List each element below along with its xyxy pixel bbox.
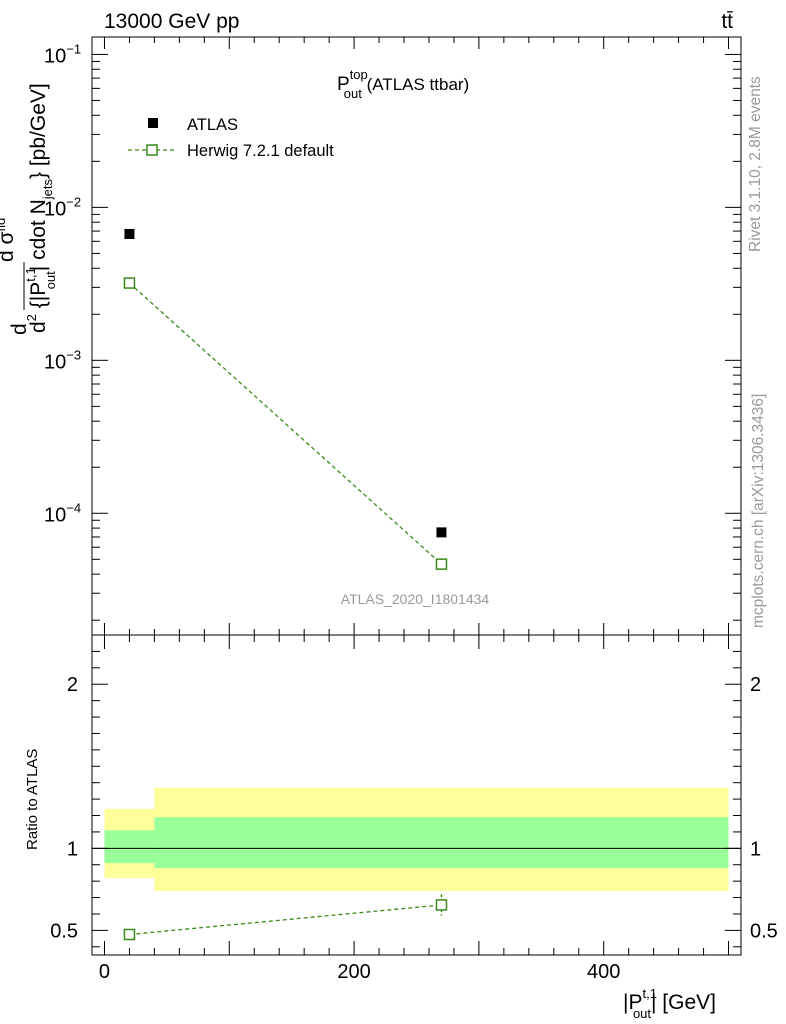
atlas-data-point [124,228,135,239]
xtick-label: 200 [337,961,370,983]
xtick-label: 0 [99,961,110,983]
main-panel: 10−1 10−2 10−3 10−4 Ptop out (ATLAS ttbar) A… [0,36,742,636]
x-axis-label: |Pt,1 out| [GeV] [623,986,716,1021]
ratio-y-axis-label: Ratio to ATLAS [24,749,41,850]
legend: ATLAS Herwig 7.2.1 default [128,116,334,160]
ratio-panel: 0.5 0.5 1 1 2 2 0 200 400 Ratio to ATLAS |Pt,1 ou… [24,634,778,1021]
ylabel-numerator: d σfid [0,218,18,262]
mcplots-label: mcplots.cern.ch [arXiv:1306.3436] [750,394,767,628]
main-ytick-label: 10−2 [44,194,81,220]
xtick-label: 400 [587,961,620,983]
atlas-data-point [436,527,447,538]
legend-atlas-marker [148,118,158,128]
ratio-ytick-label-right: 1 [750,838,761,860]
ratio-herwig-point [123,928,136,941]
ratio-band-green [154,817,729,869]
ratio-herwig-point [435,899,448,911]
ratio-band-green [104,830,155,864]
herwig-data-point [123,277,136,289]
ratio-plot-frame [91,634,742,956]
analysis-id-label: ATLAS_2020_I1801434 [341,591,490,607]
ratio-ytick-label-right: 0.5 [750,920,778,942]
main-ytick-label: 10−3 [44,347,81,373]
energy-label: 13000 GeV pp [104,10,239,33]
legend-herwig-marker [146,144,158,156]
ratio-herwig-line [129,904,442,936]
process-label: tt̄ [721,10,733,33]
main-ytick-label: 10−4 [44,500,81,526]
ratio-ytick-label-left: 1 [67,838,78,860]
ylabel-d: d [8,323,31,335]
rivet-version-label: Rivet 3.1.10, 2.8M events [747,76,764,252]
legend-atlas-label: ATLAS [187,116,238,134]
ratio-ytick-label-right: 2 [750,674,761,696]
main-ytick-label: 10−1 [44,41,81,67]
ylabel-denominator: d2 {|Pt,1 out| cdot Njets} [pb/GeV] [23,83,58,333]
ratio-ytick-label-left: 0.5 [50,920,78,942]
herwig-line [129,282,442,565]
plot-title: Ptop out (ATLAS ttbar) [337,67,469,101]
ratio-ytick-label-left: 2 [67,674,78,696]
herwig-data-point [435,558,448,570]
legend-herwig-label: Herwig 7.2.1 default [187,142,334,160]
